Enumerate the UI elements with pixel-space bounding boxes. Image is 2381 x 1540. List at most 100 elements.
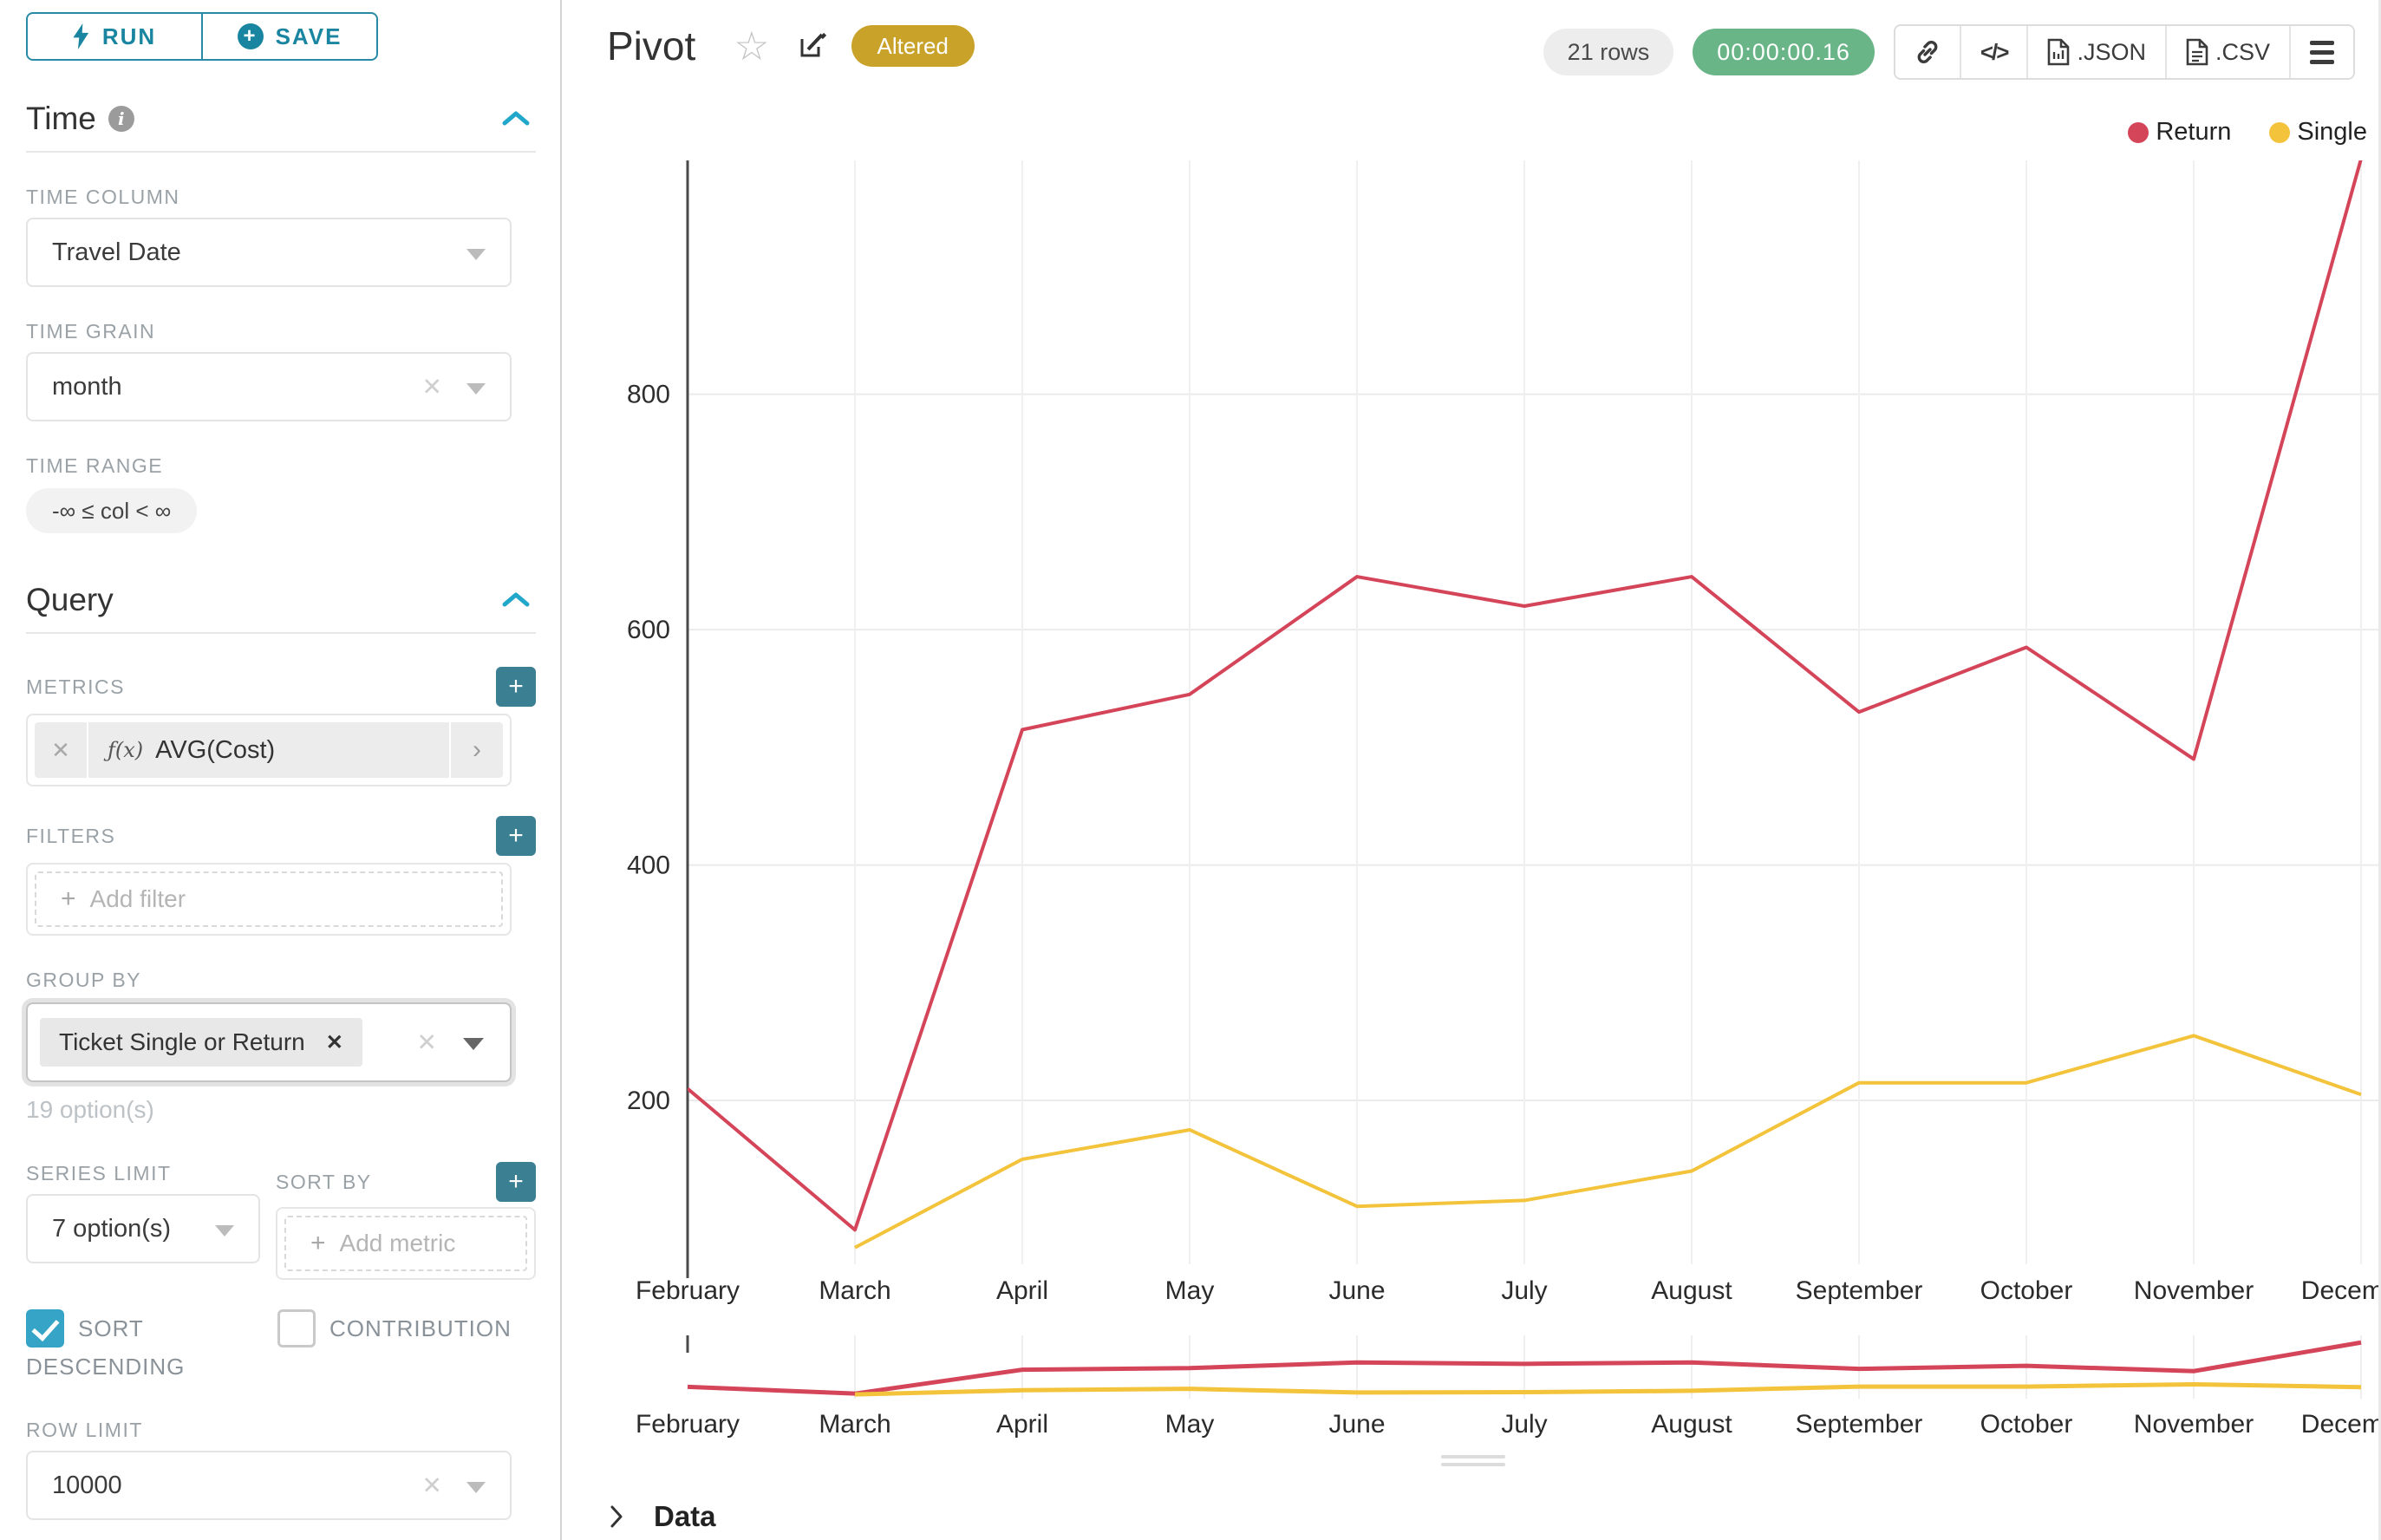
x-axis-label: March [819, 1276, 890, 1305]
scrollbar-track[interactable] [2378, 0, 2381, 1540]
add-metric-button[interactable]: + [496, 667, 536, 707]
y-axis-tick-label: 800 [627, 381, 670, 409]
legend-dot-icon [2269, 121, 2291, 143]
metric-main[interactable]: ƒ(x) AVG(Cost) [88, 722, 449, 778]
time-grain-label: TIME GRAIN [26, 320, 156, 343]
line-chart[interactable]: 200 400 600 800 February February March March Ap… [564, 0, 2381, 1540]
altered-badge[interactable]: Altered [851, 25, 975, 67]
series-limit-select[interactable]: 7 option(s) [26, 1194, 260, 1263]
run-save-button-group: RUN + SAVE [26, 12, 378, 61]
time-grain-select[interactable]: month ✕ [26, 352, 512, 421]
export-json-button[interactable]: .JSON [2028, 26, 2167, 78]
metric-pill[interactable]: ✕ ƒ(x) AVG(Cost) › [35, 722, 503, 778]
chart-panel: Pivot ☆ Altered 21 rows 00:00:00.16 [564, 0, 2381, 1540]
legend-label: Return [2156, 118, 2232, 146]
add-filter-button[interactable]: + [496, 816, 536, 856]
control-panel-sidebar: RUN + SAVE Time i TIME COLUMN Travel Dat… [0, 0, 562, 1540]
clear-icon[interactable]: ✕ [416, 1028, 437, 1056]
hamburger-icon [2310, 40, 2334, 64]
contribution-control: CONTRIBUTION [277, 1309, 512, 1386]
query-section-header[interactable]: Query [26, 582, 536, 618]
link-icon [1917, 40, 1938, 64]
sort-descending-checkbox[interactable] [26, 1309, 64, 1348]
mini-x-axis-label: November [2134, 1410, 2254, 1439]
group-by-select[interactable]: Ticket Single or Return ✕ ✕ [26, 1002, 512, 1082]
run-button[interactable]: RUN [26, 12, 202, 61]
query-section-title: Query [26, 582, 114, 617]
mini-x-axis-label: October [1980, 1410, 2073, 1439]
plus-circle-icon: + [237, 23, 264, 49]
add-filter-dropzone[interactable]: + Add filter [35, 871, 503, 927]
info-icon: i [108, 106, 134, 132]
legend-item-return[interactable]: Return [2128, 118, 2231, 147]
mini-x-axis-label: June [1328, 1410, 1385, 1439]
chevron-up-icon[interactable] [501, 591, 531, 610]
clear-icon[interactable]: ✕ [421, 373, 442, 401]
edit-properties-icon[interactable] [796, 30, 827, 62]
add-sort-metric-dropzone[interactable]: + Add metric [284, 1216, 527, 1271]
sort-descending-label: SORT DESCENDING [26, 1315, 186, 1380]
json-file-icon [2048, 38, 2070, 66]
export-csv-button[interactable]: .CSV [2166, 26, 2291, 78]
chevron-right-icon[interactable] [609, 1504, 624, 1530]
plus-icon: + [310, 1229, 326, 1257]
time-section-header[interactable]: Time i [26, 101, 536, 137]
chevron-down-icon [466, 249, 486, 260]
time-range-label: TIME RANGE [26, 454, 164, 477]
mini-x-axis-label: May [1165, 1410, 1215, 1439]
x-axis-label: September [1796, 1276, 1923, 1305]
time-column-select[interactable]: Travel Date [26, 218, 512, 287]
y-axis-tick-label: 600 [627, 616, 670, 644]
legend-item-single[interactable]: Single [2269, 118, 2367, 147]
legend-dot-icon [2128, 121, 2149, 143]
save-button[interactable]: + SAVE [202, 12, 378, 61]
x-axis-label: October [1980, 1276, 2073, 1305]
chart-title: Pivot [607, 23, 696, 69]
remove-metric-icon[interactable]: ✕ [35, 722, 88, 778]
save-button-label: SAVE [275, 23, 342, 49]
y-axis-tick-label: 400 [627, 852, 670, 880]
return-line [688, 160, 2363, 1232]
series-limit-label: SERIES LIMIT [26, 1162, 172, 1184]
clear-icon[interactable]: ✕ [421, 1471, 442, 1499]
data-panel-header[interactable]: Data [564, 1493, 2381, 1540]
mini-x-axis-label: September [1796, 1410, 1923, 1439]
mini-x-axis-label: August [1651, 1410, 1732, 1439]
view-query-button[interactable]: </> [1960, 26, 2029, 78]
remove-tag-icon[interactable]: ✕ [325, 1030, 343, 1054]
return-mini-line [687, 1340, 2362, 1396]
copy-link-button[interactable] [1895, 26, 1961, 78]
contribution-checkbox[interactable] [277, 1309, 316, 1348]
row-limit-select[interactable]: 10000 ✕ [26, 1451, 512, 1520]
chart-header: Pivot ☆ Altered [607, 23, 975, 69]
chevron-right-icon[interactable]: › [449, 722, 503, 778]
panel-resize-handle[interactable] [1441, 1455, 1505, 1471]
chart-actions: 21 rows 00:00:00.16 </> [1543, 24, 2355, 80]
add-metric-label: Add metric [339, 1230, 456, 1256]
time-column-value: Travel Date [52, 238, 181, 266]
time-grain-value: month [52, 372, 122, 401]
chevron-up-icon[interactable] [501, 109, 531, 128]
sort-by-container: + Add metric [276, 1207, 536, 1280]
menu-button[interactable] [2291, 26, 2353, 78]
favorite-star-icon[interactable]: ☆ [734, 23, 770, 69]
data-panel-title: Data [654, 1500, 716, 1532]
metrics-label: METRICS [26, 675, 125, 698]
query-timer-badge: 00:00:00.16 [1693, 29, 1875, 75]
mini-x-axis-label: March [819, 1410, 890, 1439]
metric-container: ✕ ƒ(x) AVG(Cost) › [26, 714, 512, 786]
add-sort-metric-button[interactable]: + [496, 1162, 536, 1202]
chevron-down-icon [215, 1225, 234, 1237]
x-axis-label: August [1651, 1276, 1732, 1305]
time-range-pill[interactable]: -∞ ≤ col < ∞ [26, 488, 198, 533]
chevron-down-icon [463, 1038, 484, 1050]
json-label: .JSON [2077, 38, 2146, 65]
code-icon: </> [1980, 38, 2010, 65]
x-axis-label: May [1165, 1276, 1215, 1305]
contribution-label: CONTRIBUTION [329, 1315, 512, 1341]
single-mini-line [854, 1381, 2362, 1397]
group-by-tag[interactable]: Ticket Single or Return ✕ [40, 1018, 362, 1067]
lightning-icon [73, 23, 90, 49]
export-toolbar: </> .JSON .CSV [1893, 24, 2355, 80]
metric-value: AVG(Cost) [155, 735, 276, 764]
